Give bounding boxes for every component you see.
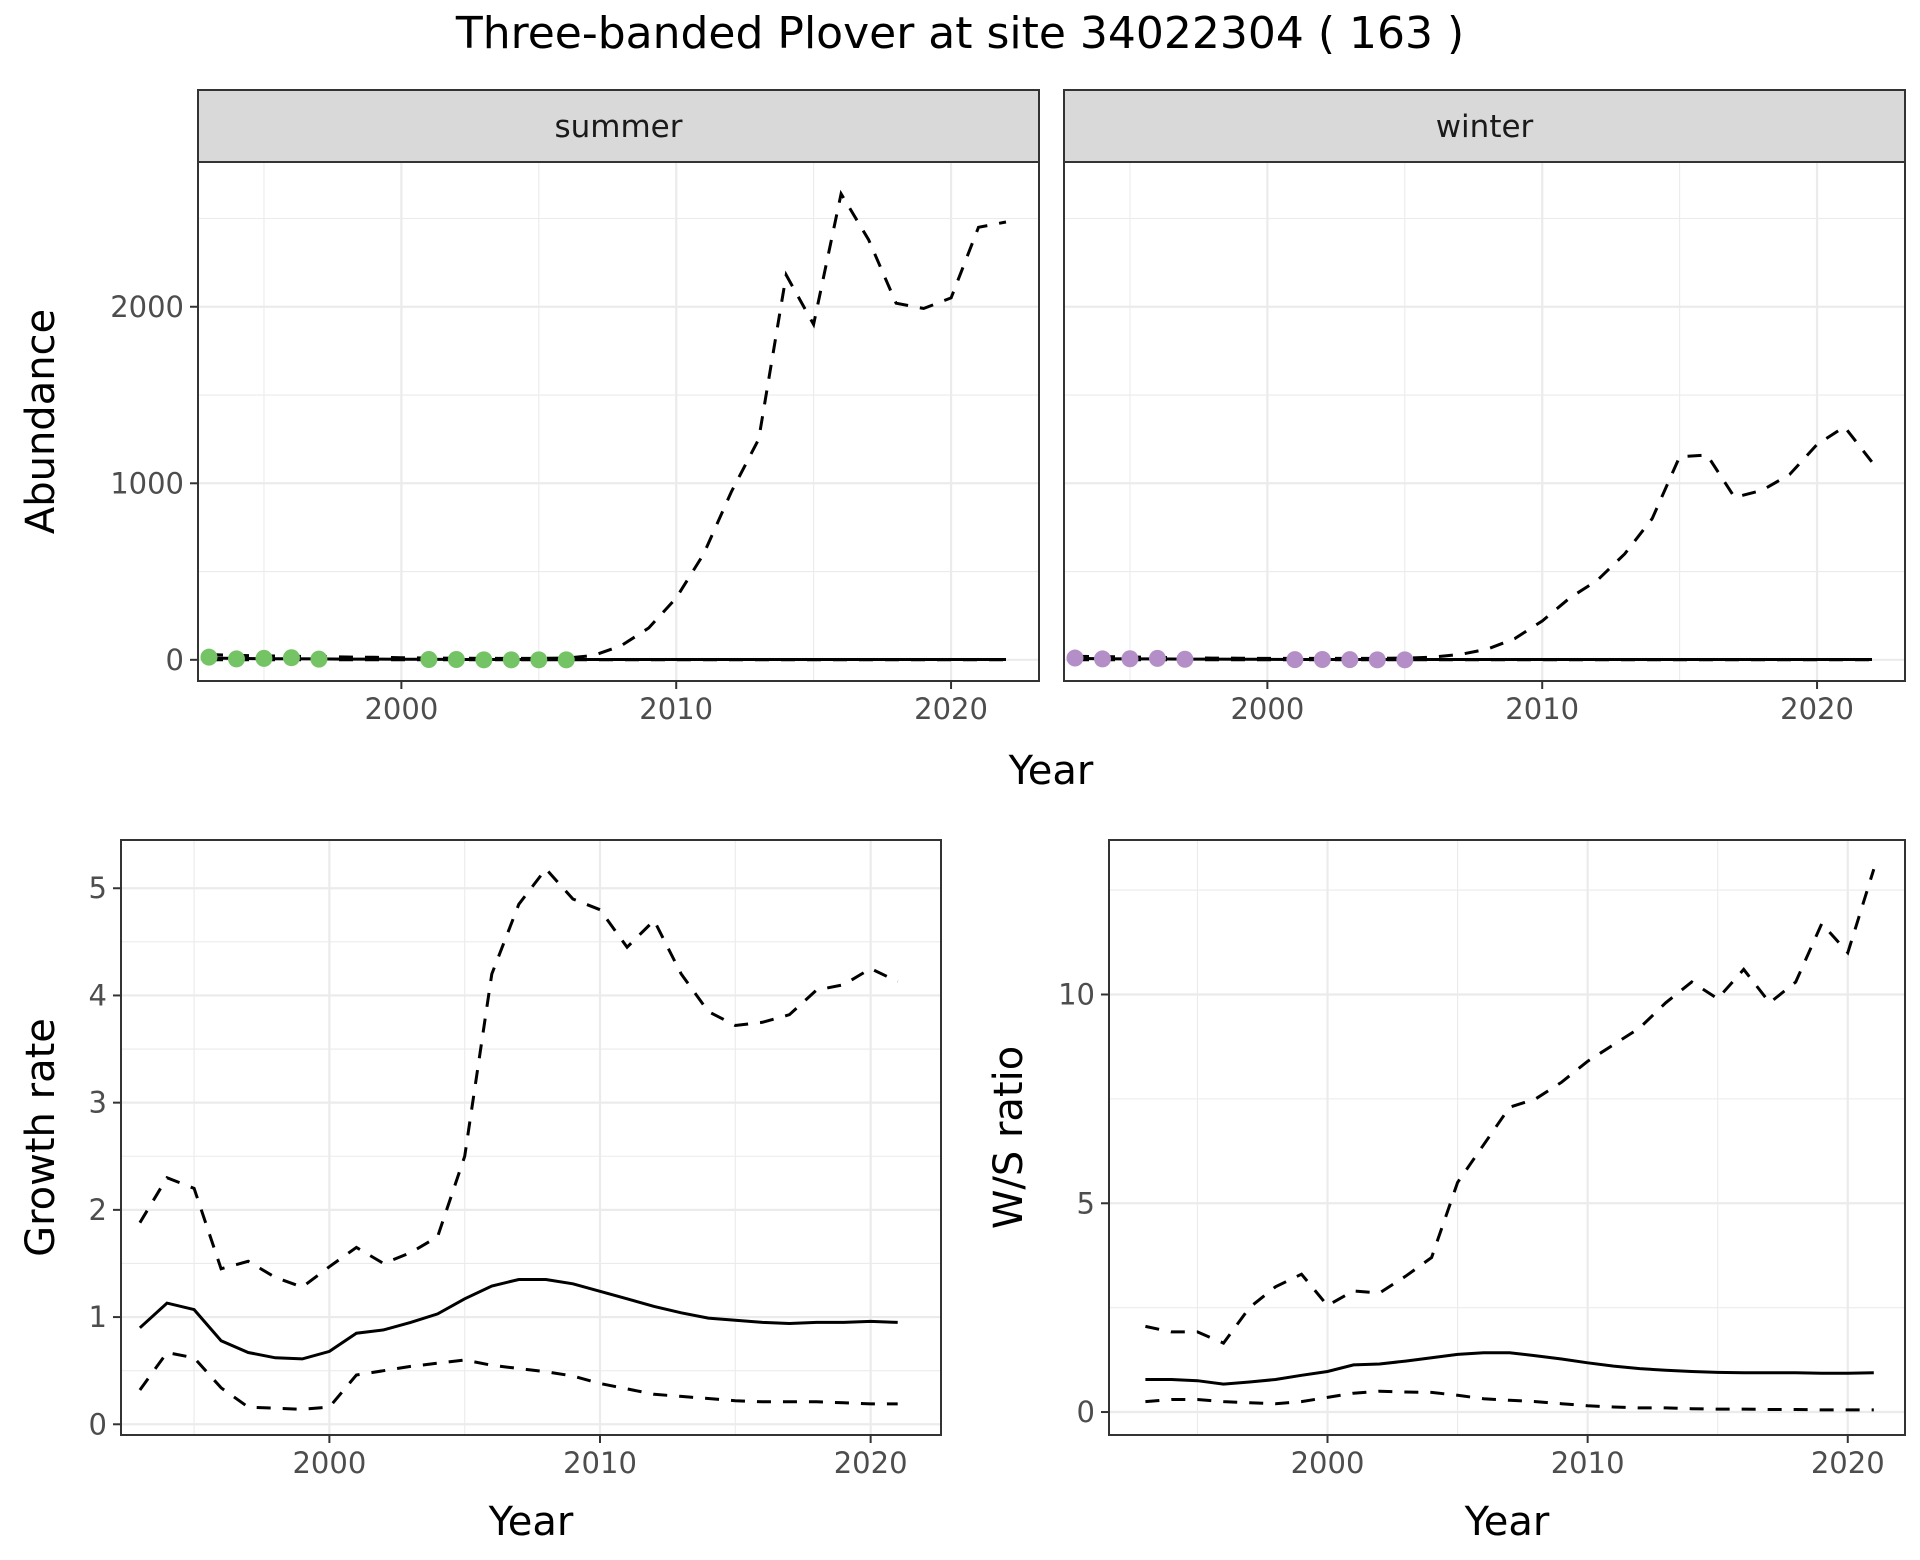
observation-point bbox=[282, 649, 300, 667]
observation-point bbox=[255, 649, 273, 667]
observation-point bbox=[447, 650, 465, 668]
y-tick-label: 0 bbox=[166, 643, 184, 677]
series-line-lower bbox=[138, 1350, 898, 1411]
x-tick-label: 2010 bbox=[1505, 692, 1579, 726]
y-tick-label: 5 bbox=[1077, 1186, 1095, 1220]
y-tick-label: 0 bbox=[1077, 1395, 1095, 1429]
x-tick-label: 2010 bbox=[1551, 1446, 1625, 1480]
observation-point bbox=[420, 650, 438, 668]
panel-border-winter bbox=[1063, 161, 1906, 682]
plot-background-summer bbox=[198, 162, 1039, 681]
observation-point bbox=[1341, 651, 1359, 669]
observation-point bbox=[1313, 650, 1331, 668]
observation-point bbox=[1176, 650, 1194, 668]
observation-point bbox=[227, 650, 245, 668]
panel-winter: winter 2000 2010 2020 bbox=[1063, 89, 1906, 726]
x-tick-label: 2010 bbox=[563, 1446, 637, 1480]
plot-background-growth bbox=[121, 840, 941, 1435]
observation-point bbox=[1286, 651, 1304, 669]
x-axis-title: Year bbox=[1464, 1499, 1550, 1545]
x-axis-title: Year bbox=[488, 1499, 574, 1545]
observation-point bbox=[200, 648, 218, 666]
observation-point bbox=[310, 650, 328, 668]
x-tick-label: 2020 bbox=[914, 692, 988, 726]
observation-point bbox=[557, 651, 575, 669]
observation-point bbox=[1066, 649, 1084, 667]
y-tick-label: 2 bbox=[89, 1193, 107, 1227]
y-tick-label: 4 bbox=[89, 978, 107, 1012]
y-tick-label: 0 bbox=[89, 1407, 107, 1441]
y-axis-title: Growth rate bbox=[18, 1018, 64, 1257]
x-tick-label: 2000 bbox=[364, 692, 438, 726]
shared-x-axis-title: Year bbox=[1008, 748, 1094, 794]
x-tick-label: 2010 bbox=[639, 692, 713, 726]
panel-summer: summer 2000 2010 2020 0 1000 2000 Abundance bbox=[18, 89, 1040, 726]
panel-growth: 2000 2010 2020 0 1 2 3 4 5 Year Growth rate bbox=[18, 839, 942, 1545]
observation-point bbox=[1368, 651, 1386, 669]
y-axis-title: Abundance bbox=[18, 309, 64, 534]
y-tick-label: 1000 bbox=[110, 466, 184, 500]
panel-ratio: 2000 2010 2020 0 5 10 Year W/S ratio bbox=[986, 839, 1906, 1545]
panel-border-summer bbox=[197, 161, 1040, 682]
chart-title: Three-banded Plover at site 34022304 ( 1… bbox=[455, 8, 1464, 59]
x-tick-label: 2000 bbox=[292, 1446, 366, 1480]
x-tick-label: 2000 bbox=[1291, 1446, 1365, 1480]
observation-point bbox=[1121, 650, 1139, 668]
observation-point bbox=[1093, 650, 1111, 668]
series-line-lower bbox=[1145, 1389, 1874, 1412]
x-tick-label: 2020 bbox=[1780, 692, 1854, 726]
plot-background-ratio bbox=[1109, 840, 1905, 1435]
observation-point bbox=[1148, 649, 1166, 667]
strip-label-summer: summer bbox=[554, 109, 682, 145]
series-line-upper bbox=[1074, 424, 1874, 660]
series-line-upper bbox=[208, 189, 1007, 660]
strip-summer bbox=[197, 89, 1040, 163]
y-tick-label: 1 bbox=[89, 1300, 107, 1334]
panel-border-ratio bbox=[1108, 839, 1906, 1436]
series-line-estimate bbox=[138, 1278, 898, 1361]
observation-point bbox=[1396, 651, 1414, 669]
plot-background-winter bbox=[1064, 162, 1905, 681]
series-line-upper bbox=[138, 866, 899, 1289]
observation-point bbox=[502, 651, 520, 669]
strip-winter bbox=[1063, 89, 1906, 163]
series-line-estimate bbox=[1145, 1351, 1874, 1386]
y-tick-label: 10 bbox=[1058, 977, 1095, 1011]
y-tick-label: 5 bbox=[89, 871, 107, 905]
panel-border-growth bbox=[120, 839, 942, 1436]
x-tick-label: 2000 bbox=[1230, 692, 1304, 726]
y-axis-title: W/S ratio bbox=[986, 1046, 1032, 1229]
observation-point bbox=[475, 651, 493, 669]
y-tick-label: 2000 bbox=[110, 290, 184, 324]
observation-point bbox=[530, 651, 548, 669]
x-tick-label: 2020 bbox=[834, 1446, 908, 1480]
x-tick-label: 2020 bbox=[1811, 1446, 1885, 1480]
strip-label-winter: winter bbox=[1436, 109, 1534, 145]
y-tick-label: 3 bbox=[89, 1086, 107, 1120]
